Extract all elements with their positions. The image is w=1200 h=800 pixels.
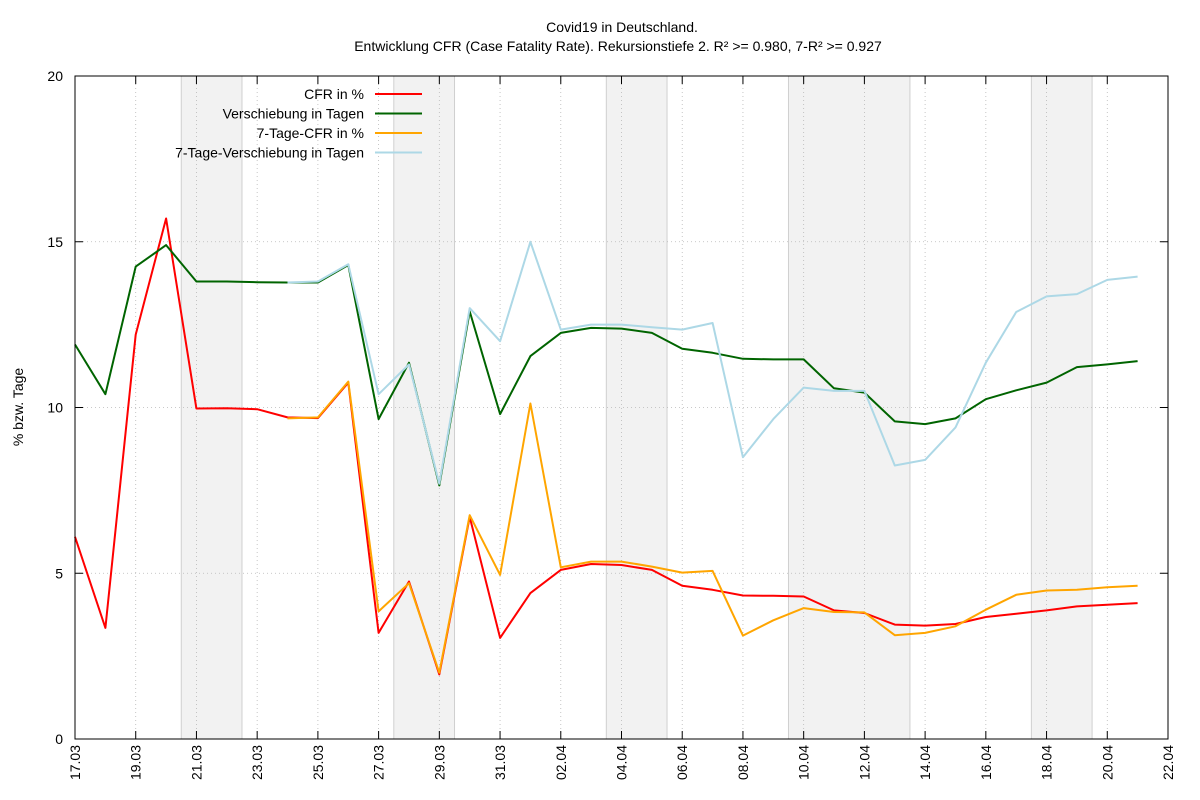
y-tick-label: 5 — [55, 565, 63, 581]
x-tick-label: 27.03 — [371, 745, 387, 780]
legend: CFR in % Verschiebung in Tagen 7-Tage-CFR … — [175, 86, 422, 161]
y-axis-ticks: 0 5 10 15 20 — [47, 68, 1168, 747]
chart-subtitle: Entwicklung CFR (Case Fatality Rate). Re… — [354, 38, 882, 54]
series-lines — [74, 217, 1138, 676]
x-tick-label: 16.04 — [978, 745, 994, 780]
y-axis-label: % bzw. Tage — [10, 368, 26, 447]
y-tick-label: 15 — [47, 234, 63, 250]
x-tick-label: 29.03 — [431, 745, 447, 780]
legend-entry-label: Verschiebung in Tagen — [223, 106, 364, 122]
x-tick-label: 12.04 — [856, 745, 872, 780]
series-line — [287, 240, 1138, 485]
x-tick-label: 02.04 — [553, 745, 569, 780]
y-tick-label: 10 — [47, 400, 63, 416]
x-tick-label: 18.04 — [1039, 745, 1055, 780]
x-tick-label: 20.04 — [1099, 745, 1115, 780]
x-tick-label: 31.03 — [492, 745, 508, 780]
x-tick-label: 17.03 — [67, 745, 83, 780]
weekend-band — [1030, 75, 1093, 740]
x-tick-label: 23.03 — [249, 745, 265, 780]
x-tick-label: 14.04 — [917, 745, 933, 780]
y-tick-label: 20 — [47, 68, 63, 84]
x-tick-label: 19.03 — [128, 745, 144, 780]
x-tick-label: 21.03 — [188, 745, 204, 780]
x-tick-label: 08.04 — [735, 745, 751, 780]
x-axis-ticks: 17.03 19.03 21.03 23.03 25.03 27.03 29.03 31.03… — [67, 76, 1176, 780]
legend-entry-label: 7-Tage-CFR in % — [257, 125, 364, 141]
legend-entry-label: CFR in % — [304, 86, 364, 102]
series-line — [287, 380, 1138, 674]
x-tick-label: 04.04 — [614, 745, 630, 780]
x-tick-label: 06.04 — [674, 745, 690, 780]
x-tick-label: 10.04 — [796, 745, 812, 780]
x-tick-label: 22.04 — [1160, 745, 1176, 780]
chart-title: Covid19 in Deutschland. — [546, 19, 698, 35]
weekend-band — [787, 75, 911, 740]
x-tick-label: 25.03 — [310, 745, 326, 780]
legend-entry-label: 7-Tage-Verschiebung in Tagen — [175, 145, 364, 161]
y-tick-label: 0 — [55, 731, 63, 747]
